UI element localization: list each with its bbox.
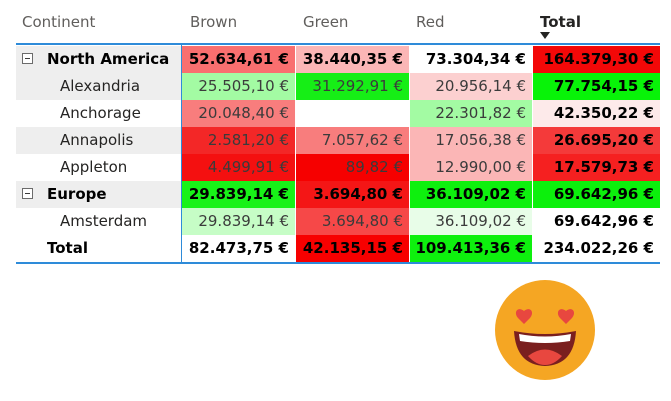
cell-brown[interactable]: 25.505,10 € — [182, 73, 295, 100]
row-label: Anchorage — [60, 104, 141, 122]
table-row[interactable]: Amsterdam 29.839,14 €3.694,80 €36.109,02 … — [0, 208, 671, 235]
emoji-face — [495, 280, 595, 380]
minus-icon — [25, 193, 30, 194]
column-header-continent[interactable]: Continent — [22, 13, 96, 31]
column-header-red[interactable]: Red — [416, 13, 445, 31]
row-label: Alexandria — [60, 77, 141, 95]
cell-red[interactable]: 36.109,02 € — [410, 181, 532, 208]
bottom-divider — [16, 262, 660, 264]
row-label: Annapolis — [60, 131, 134, 149]
collapse-icon[interactable] — [22, 53, 33, 64]
column-header-total[interactable]: Total — [540, 13, 581, 31]
table-row[interactable]: Anchorage 20.048,40 € 22.301,82 €42.350,22… — [0, 100, 671, 127]
cell-brown[interactable]: 29.839,14 € — [182, 208, 295, 235]
row-label: Amsterdam — [60, 212, 148, 230]
cell-green[interactable]: 3.694,80 € — [296, 208, 409, 235]
cell-brown[interactable]: 2.581,20 € — [182, 127, 295, 154]
cell-red[interactable]: 17.056,38 € — [410, 127, 532, 154]
column-header-green[interactable]: Green — [303, 13, 349, 31]
cell-green[interactable] — [296, 100, 409, 127]
emoji-teeth — [519, 334, 571, 343]
cell-red[interactable]: 12.990,00 € — [410, 154, 532, 181]
cell-red[interactable]: 109.413,36 € — [410, 235, 532, 262]
column-header-brown[interactable]: Brown — [190, 13, 238, 31]
header-divider — [16, 43, 660, 45]
table-row[interactable]: Appleton 4.499,91 €89,82 €12.990,00 €17.5… — [0, 154, 671, 181]
cell-total[interactable]: 69.642,96 € — [533, 181, 660, 208]
cell-total[interactable]: 42.350,22 € — [533, 100, 660, 127]
cell-brown[interactable]: 4.499,91 € — [182, 154, 295, 181]
cell-green[interactable]: 42.135,15 € — [296, 235, 409, 262]
cell-red[interactable]: 36.109,02 € — [410, 208, 532, 235]
row-header-background — [16, 181, 181, 208]
grand-total-row[interactable]: Total 82.473,75 €42.135,15 €109.413,36 €2… — [0, 235, 671, 262]
cell-green[interactable]: 3.694,80 € — [296, 181, 409, 208]
cell-red[interactable]: 73.304,34 € — [410, 46, 532, 73]
row-header-divider — [181, 44, 182, 262]
row-label: North America — [47, 50, 170, 68]
cell-brown[interactable]: 20.048,40 € — [182, 100, 295, 127]
heart-eyes-emoji-icon — [494, 279, 596, 381]
row-label: Appleton — [60, 158, 128, 176]
sort-descending-icon[interactable] — [540, 32, 550, 39]
cell-brown[interactable]: 29.839,14 € — [182, 181, 295, 208]
cell-total[interactable]: 234.022,26 € — [533, 235, 660, 262]
cell-total[interactable]: 26.695,20 € — [533, 127, 660, 154]
cell-total[interactable]: 164.379,30 € — [533, 46, 660, 73]
minus-icon — [25, 58, 30, 59]
table-row[interactable]: Annapolis 2.581,20 €7.057,62 €17.056,38 €… — [0, 127, 671, 154]
cell-total[interactable]: 17.579,73 € — [533, 154, 660, 181]
cell-red[interactable]: 22.301,82 € — [410, 100, 532, 127]
row-header-background — [16, 46, 181, 73]
cell-green[interactable]: 89,82 € — [296, 154, 409, 181]
row-header-background — [16, 73, 181, 100]
row-label: Total — [47, 239, 88, 257]
cell-green[interactable]: 38.440,35 € — [296, 46, 409, 73]
cell-total[interactable]: 77.754,15 € — [533, 73, 660, 100]
table-row[interactable]: North America 52.634,61 €38.440,35 €73.30… — [0, 46, 671, 73]
table-row[interactable]: Alexandria 25.505,10 €31.292,91 €20.956,1… — [0, 73, 671, 100]
row-header-background — [16, 127, 181, 154]
emoji-tongue — [528, 349, 562, 365]
row-label: Europe — [47, 185, 107, 203]
right-heart-eye — [557, 309, 575, 324]
cell-brown[interactable]: 52.634,61 € — [182, 46, 295, 73]
cell-total[interactable]: 69.642,96 € — [533, 208, 660, 235]
matrix-visual: Continent Brown Green Red Total North Am… — [0, 13, 671, 264]
left-heart-eye — [515, 309, 533, 324]
cell-green[interactable]: 7.057,62 € — [296, 127, 409, 154]
cell-green[interactable]: 31.292,91 € — [296, 73, 409, 100]
table-row[interactable]: Europe 29.839,14 €3.694,80 €36.109,02 €69… — [0, 181, 671, 208]
cell-brown[interactable]: 82.473,75 € — [182, 235, 295, 262]
collapse-icon[interactable] — [22, 188, 33, 199]
cell-red[interactable]: 20.956,14 € — [410, 73, 532, 100]
row-header-background — [16, 235, 181, 262]
